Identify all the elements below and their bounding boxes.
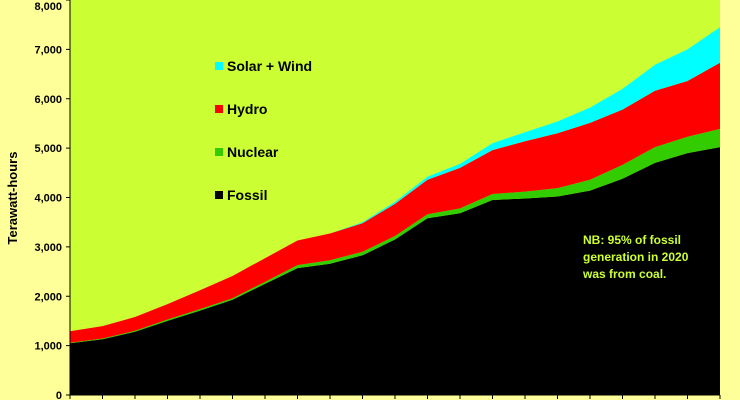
annotation-line: was from coal. [582, 267, 666, 281]
legend-swatch-solar-wind [215, 62, 223, 70]
area-fossil [70, 147, 720, 395]
legend-swatch-hydro [215, 105, 223, 113]
legend-swatch-fossil [215, 191, 223, 199]
y-tick-label: 6,000 [34, 94, 62, 106]
legend: Solar + Wind Hydro Nuclear Fossil [215, 58, 312, 203]
legend-label-hydro: Hydro [227, 101, 267, 117]
annotation-line: NB: 95% of fossil [583, 233, 681, 247]
annotation-line: generation in 2020 [583, 250, 689, 264]
y-tick-label: 2,000 [34, 291, 62, 303]
y-tick-label: 0 [56, 390, 62, 400]
y-tick-label: 3,000 [34, 242, 62, 254]
y-tick-label: 4,000 [34, 193, 62, 205]
legend-label-fossil: Fossil [227, 187, 267, 203]
legend-label-solar-wind: Solar + Wind [227, 58, 312, 74]
legend-swatch-nuclear [215, 148, 223, 156]
y-tick-labels: 0 1,000 2,000 3,000 4,000 5,000 6,000 7,000 8,00… [34, 1, 62, 400]
area-nuclear [70, 128, 720, 344]
legend-label-nuclear: Nuclear [227, 144, 279, 160]
y-tick-label: 5,000 [34, 143, 62, 155]
y-tick-label: 1,000 [34, 341, 62, 353]
y-tick-label: 8,000 [34, 1, 62, 13]
y-axis-title: Terawatt-hours [5, 152, 20, 245]
y-tick-label: 7,000 [34, 44, 62, 56]
axes [66, 0, 721, 399]
annotation: NB: 95% of fossil generation in 2020 was f… [582, 233, 689, 281]
area-layers [70, 27, 720, 395]
